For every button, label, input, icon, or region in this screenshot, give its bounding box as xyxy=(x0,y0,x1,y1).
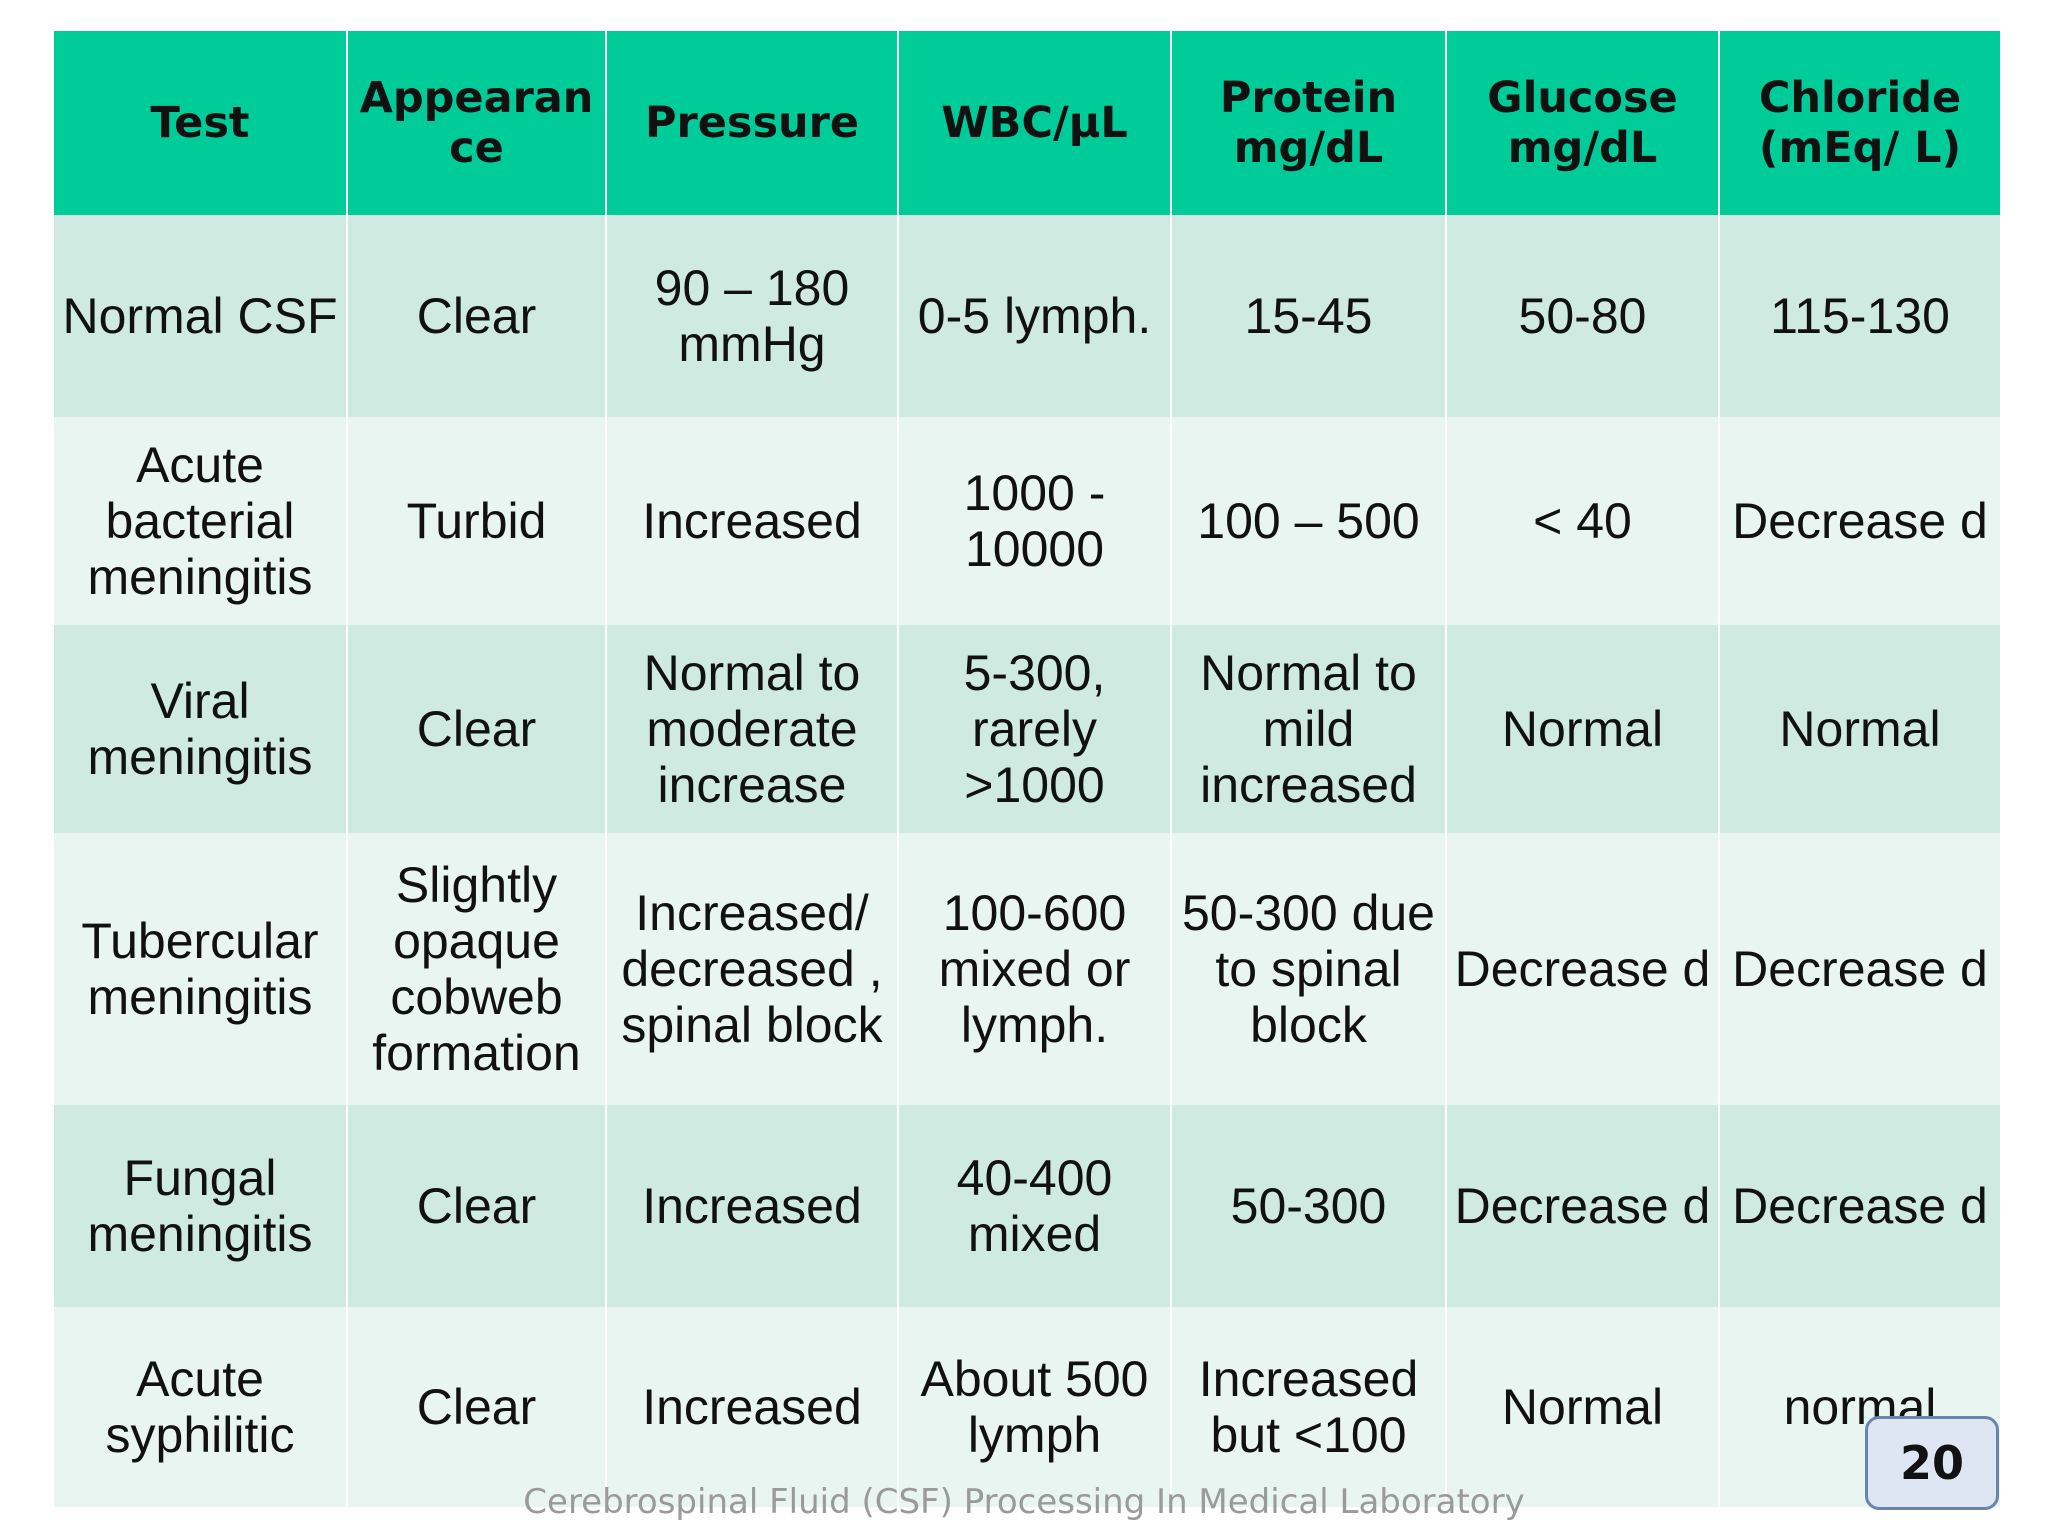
cell-protein: Increased but <100 xyxy=(1171,1307,1447,1507)
header-glucose: Glucose mg/dL xyxy=(1446,31,1720,215)
footer-caption: Cerebrospinal Fluid (CSF) Processing In … xyxy=(523,1482,1525,1522)
table-row: Acute syphilitic Clear Increased About 5… xyxy=(54,1307,2000,1507)
table-row: Fungal meningitis Clear Increased 40-400… xyxy=(54,1105,2000,1307)
cell-wbc: About 500 lymph xyxy=(898,1307,1172,1507)
header-pressure: Pressure xyxy=(606,31,899,215)
cell-glucose: Normal xyxy=(1446,625,1720,833)
cell-appearance: Clear xyxy=(347,625,607,833)
cell-pressure: 90 – 180 mmHg xyxy=(606,215,899,417)
header-appearance: Appearan ce xyxy=(347,31,607,215)
cell-wbc: 40-400 mixed xyxy=(898,1105,1172,1307)
cell-glucose: Normal xyxy=(1446,1307,1720,1507)
table-row: Viral meningitis Clear Normal to moderat… xyxy=(54,625,2000,833)
cell-test: Normal CSF xyxy=(54,215,348,417)
cell-protein: 15-45 xyxy=(1171,215,1447,417)
cell-test: Acute bacterial meningitis xyxy=(54,417,348,625)
cell-wbc: 5-300, rarely >1000 xyxy=(898,625,1172,833)
csf-comparison-table: Test Appearan ce Pressure WBC/μL Protein… xyxy=(54,31,2000,1507)
table-row: Acute bacterial meningitis Turbid Increa… xyxy=(54,417,2000,625)
cell-appearance: Clear xyxy=(347,215,607,417)
cell-glucose: < 40 xyxy=(1446,417,1720,625)
cell-glucose: Decrease d xyxy=(1446,1105,1720,1307)
cell-chloride: Normal xyxy=(1719,625,2000,833)
cell-protein: 50-300 due to spinal block xyxy=(1171,833,1447,1105)
cell-pressure: Increased xyxy=(606,1105,899,1307)
cell-appearance: Clear xyxy=(347,1307,607,1507)
cell-chloride: Decrease d xyxy=(1719,833,2000,1105)
table-header-row: Test Appearan ce Pressure WBC/μL Protein… xyxy=(54,31,2000,215)
cell-test: Fungal meningitis xyxy=(54,1105,348,1307)
cell-chloride: Decrease d xyxy=(1719,1105,2000,1307)
page-number-badge: 20 xyxy=(1865,1416,1999,1510)
header-chloride: Chloride (mEq/ L) xyxy=(1719,31,2000,215)
cell-pressure: Increased xyxy=(606,417,899,625)
cell-wbc: 1000 - 10000 xyxy=(898,417,1172,625)
header-test: Test xyxy=(54,31,348,215)
cell-glucose: 50-80 xyxy=(1446,215,1720,417)
cell-appearance: Turbid xyxy=(347,417,607,625)
cell-pressure: Increased xyxy=(606,1307,899,1507)
cell-pressure: Increased/ decreased , spinal block xyxy=(606,833,899,1105)
cell-pressure: Normal to moderate increase xyxy=(606,625,899,833)
header-protein: Protein mg/dL xyxy=(1171,31,1447,215)
cell-test: Viral meningitis xyxy=(54,625,348,833)
cell-appearance: Slightly opaque cobweb formation xyxy=(347,833,607,1105)
header-wbc: WBC/μL xyxy=(898,31,1172,215)
cell-protein: 100 – 500 xyxy=(1171,417,1447,625)
cell-protein: Normal to mild increased xyxy=(1171,625,1447,833)
table-row: Normal CSF Clear 90 – 180 mmHg 0-5 lymph… xyxy=(54,215,2000,417)
cell-glucose: Decrease d xyxy=(1446,833,1720,1105)
cell-chloride: normal xyxy=(1719,1307,2000,1507)
cell-appearance: Clear xyxy=(347,1105,607,1307)
table-row: Tubercular meningitis Slightly opaque co… xyxy=(54,833,2000,1105)
cell-wbc: 100-600 mixed or lymph. xyxy=(898,833,1172,1105)
cell-test: Acute syphilitic xyxy=(54,1307,348,1507)
cell-wbc: 0-5 lymph. xyxy=(898,215,1172,417)
cell-chloride: 115-130 xyxy=(1719,215,2000,417)
cell-protein: 50-300 xyxy=(1171,1105,1447,1307)
cell-test: Tubercular meningitis xyxy=(54,833,348,1105)
cell-chloride: Decrease d xyxy=(1719,417,2000,625)
